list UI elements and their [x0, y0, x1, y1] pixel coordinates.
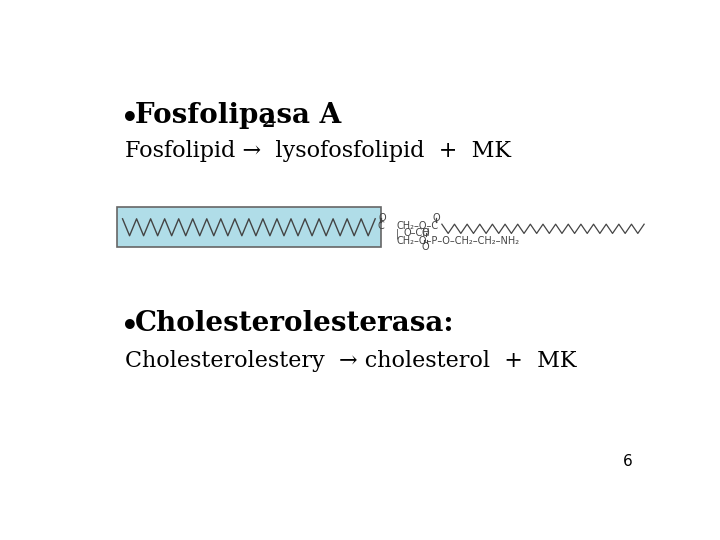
Text: CH₂–O–P–O–CH₂–CH₂–NH₂: CH₂–O–P–O–CH₂–CH₂–NH₂: [396, 236, 519, 246]
Text: O: O: [378, 213, 386, 222]
Text: 6: 6: [623, 454, 632, 469]
Text: •: •: [121, 313, 139, 340]
Text: Cholesterolesterasa:: Cholesterolesterasa:: [135, 309, 454, 336]
Text: Fosfolipid →  lysofosfolipid  +  MK: Fosfolipid → lysofosfolipid + MK: [125, 140, 511, 162]
Text: Cholesterolestery  → cholesterol  +  MK: Cholesterolestery → cholesterol + MK: [125, 350, 577, 372]
Text: O: O: [433, 213, 440, 222]
Text: |: |: [396, 228, 400, 239]
Text: C: C: [377, 221, 384, 231]
Text: •: •: [121, 105, 139, 132]
Text: 2: 2: [262, 112, 276, 131]
Text: Fosfolipasa A: Fosfolipasa A: [135, 102, 341, 129]
Text: O–CH: O–CH: [404, 228, 431, 238]
Text: CH₂–O–C: CH₂–O–C: [396, 221, 438, 231]
Text: O: O: [422, 228, 429, 238]
Text: O: O: [422, 242, 429, 252]
Bar: [117, 207, 381, 247]
